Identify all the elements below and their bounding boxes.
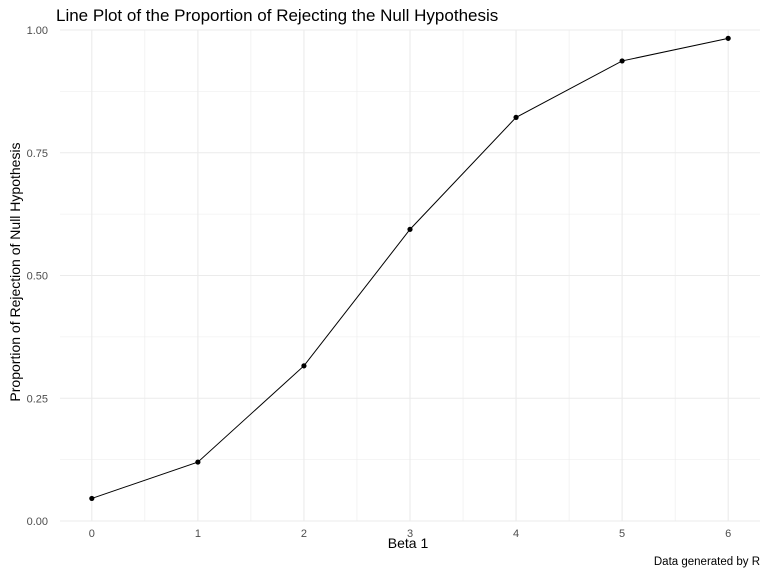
data-point (89, 495, 95, 502)
y-tick-label: 0.75 (27, 148, 48, 160)
y-tick-label: 1.00 (27, 25, 48, 37)
x-tick-label: 0 (89, 528, 95, 540)
y-axis-label: Proportion of Rejection of Null Hypothes… (7, 142, 23, 402)
x-tick-label: 2 (301, 528, 307, 540)
chart-title: Line Plot of the Proportion of Rejecting… (56, 6, 499, 25)
x-tick-label: 3 (407, 528, 413, 540)
chart-caption: Data generated by R (653, 556, 760, 568)
data-point (301, 363, 307, 369)
x-tick-label: 4 (513, 528, 519, 540)
data-point (513, 114, 519, 120)
data-point (725, 35, 731, 41)
data-series (89, 35, 731, 502)
major-gridlines (60, 29, 760, 522)
tick-labels: 0 1 2 3 4 5 6 0.00 0.25 0.50 0.75 1.00 (27, 25, 732, 540)
x-tick-label: 1 (195, 528, 201, 540)
y-tick-label: 0.00 (27, 516, 48, 528)
y-tick-label: 0.25 (27, 393, 48, 405)
data-point (407, 226, 413, 232)
data-point (195, 459, 201, 465)
x-tick-label: 5 (619, 528, 625, 540)
data-point (619, 58, 625, 64)
x-tick-label: 6 (725, 528, 731, 540)
y-tick-label: 0.50 (27, 271, 48, 283)
x-axis-label: Beta 1 (387, 535, 429, 551)
